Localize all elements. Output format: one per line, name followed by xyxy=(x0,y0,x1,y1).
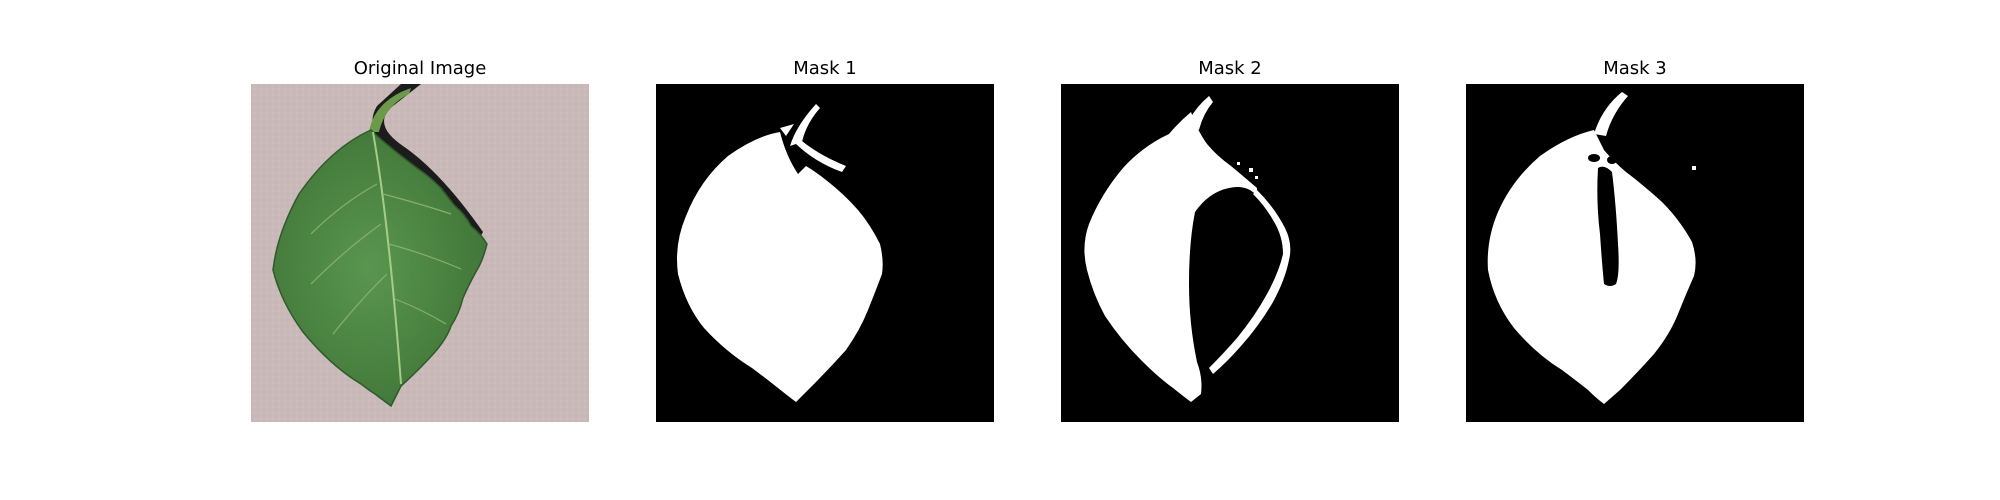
mask-2-panel: Mask 2 xyxy=(1061,0,1399,500)
mask-1-shape xyxy=(656,84,994,422)
mask-speck xyxy=(1249,168,1253,172)
leaf-vein xyxy=(310,183,378,235)
mask-region xyxy=(1209,190,1291,374)
original-image-title: Original Image xyxy=(353,58,487,79)
leaf-midrib xyxy=(372,131,402,385)
mask-speck xyxy=(1692,166,1696,170)
leaf-vein xyxy=(332,273,388,335)
mask-speck xyxy=(1237,162,1240,165)
leaf-blade xyxy=(272,129,488,408)
mask-speck xyxy=(1141,322,1145,326)
mask-1-panel: Mask 1 xyxy=(656,0,994,500)
mask-2-title: Mask 2 xyxy=(1198,58,1262,79)
mask-region xyxy=(1189,96,1213,130)
leaf-photo xyxy=(251,84,589,422)
mask-2-image xyxy=(1061,84,1399,422)
leaf-vein xyxy=(382,193,452,215)
mask-2-shape xyxy=(1061,84,1399,422)
leaf-stem xyxy=(369,88,411,132)
mask-region xyxy=(794,136,846,172)
mask-region xyxy=(677,132,883,402)
mask-hole xyxy=(1607,156,1617,164)
mask-region xyxy=(780,124,794,136)
mask-region xyxy=(1487,130,1696,404)
mask-speck xyxy=(1135,306,1140,311)
leaf-vein xyxy=(388,243,462,270)
mask-3-image xyxy=(1466,84,1804,422)
mask-speck xyxy=(1123,310,1127,318)
original-image-panel: Original Image xyxy=(251,0,589,500)
mask-hole xyxy=(1588,154,1600,162)
mask-1-image xyxy=(656,84,994,422)
original-image xyxy=(251,84,589,422)
mask-speck xyxy=(1131,334,1137,340)
leaf-vein xyxy=(394,298,447,325)
mask-region xyxy=(1084,112,1257,402)
mask-speck xyxy=(1127,296,1133,302)
mask-region xyxy=(790,104,820,146)
mask-3-panel: Mask 3 xyxy=(1466,0,1804,500)
mask-3-title: Mask 3 xyxy=(1603,58,1667,79)
mask-region xyxy=(1594,92,1628,136)
mask-3-shape xyxy=(1466,84,1804,422)
leaf-vein xyxy=(310,223,382,285)
mask-1-title: Mask 1 xyxy=(793,58,857,79)
mask-speck xyxy=(1255,176,1258,179)
mask-hole xyxy=(1597,166,1619,286)
